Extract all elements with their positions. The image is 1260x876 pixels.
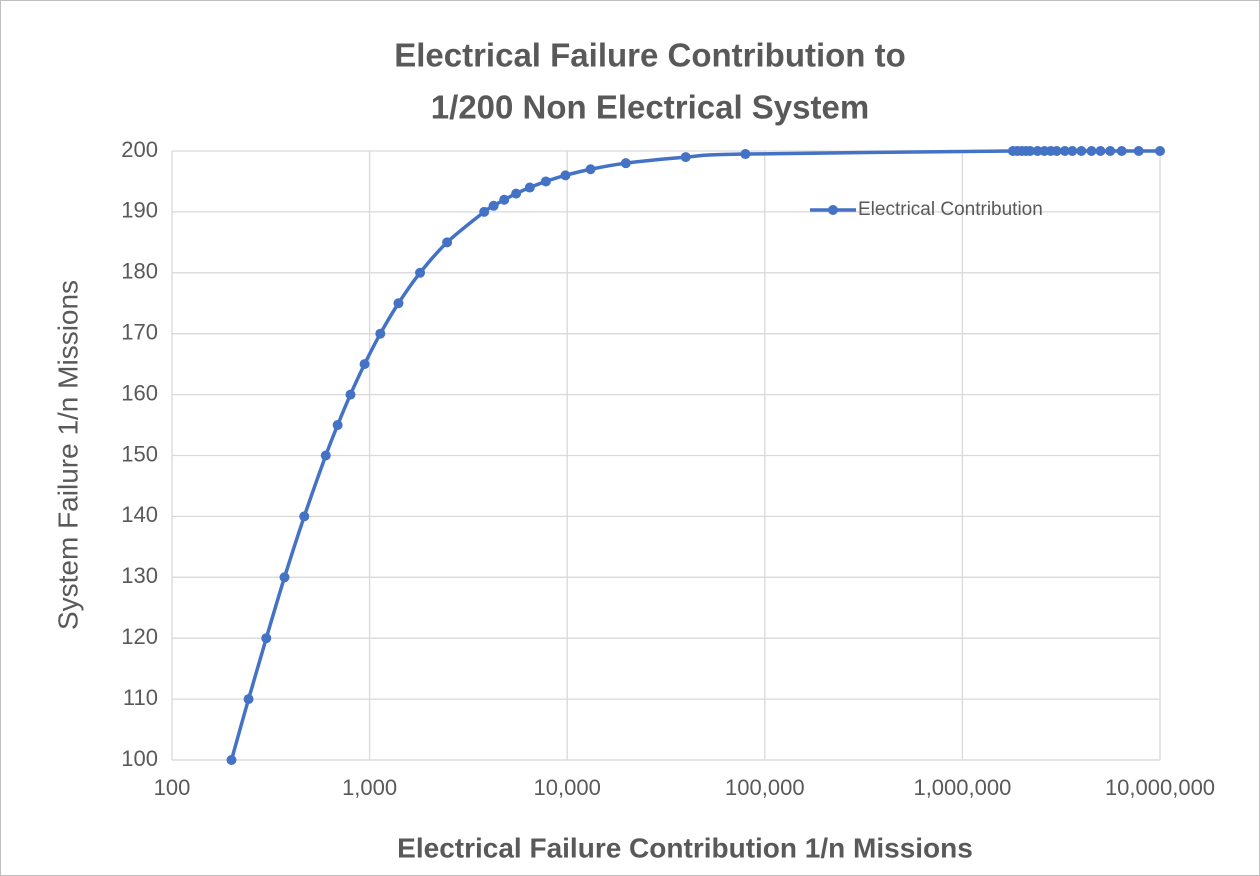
data-point [740,149,751,160]
x-tick-label: 1,000 [342,775,397,800]
data-point [1076,146,1087,156]
data-point [1025,146,1036,156]
chart-title-line1: Electrical Failure Contribution to [394,37,906,74]
y-tick-label: 170 [121,320,158,345]
data-point [345,389,356,400]
data-point [393,298,404,309]
data-point [524,182,535,193]
data-point [560,170,571,181]
data-point [1086,146,1097,156]
data-point [1095,146,1106,156]
data-point [511,188,522,199]
chart-title-line2: 1/200 Non Electrical System [431,89,869,126]
x-tick-label: 1,000,000 [913,775,1011,800]
data-point [680,152,691,163]
data-point [332,420,343,431]
y-tick-label: 140 [121,502,158,527]
data-point [415,267,426,278]
data-point [499,194,510,205]
data-point [479,206,490,217]
legend-marker [828,205,838,215]
data-point [1116,146,1127,156]
x-tick-label: 10,000 [534,775,601,800]
data-point [375,328,386,339]
data-point [279,572,290,583]
data-point [243,694,254,705]
data-point [359,359,370,370]
y-tick-label: 110 [123,685,158,710]
legend-label: Electrical Contribution [858,199,1043,220]
y-tick-label: 120 [121,624,158,649]
x-axis-title: Electrical Failure Contribution 1/n Miss… [397,832,973,863]
data-point [540,176,551,187]
data-point [488,200,499,211]
data-point [585,164,596,175]
data-point [1133,146,1144,156]
data-point [299,511,310,522]
y-tick-label: 130 [121,563,158,588]
data-point [320,450,331,461]
y-tick-label: 190 [121,198,158,223]
data-point [1105,146,1116,156]
y-tick-label: 200 [121,137,158,162]
y-axis-title: System Failure 1/n Missions [52,280,83,630]
data-point [1155,146,1165,156]
y-tick-label: 180 [121,259,158,284]
x-tick-label: 100 [154,775,191,800]
data-point [442,237,453,248]
data-point [1067,146,1078,156]
data-point [620,158,631,169]
x-tick-label: 100,000 [725,775,805,800]
y-tick-label: 150 [121,441,158,466]
y-tick-label: 100 [121,746,158,771]
data-point [226,755,237,765]
data-point [1032,146,1043,156]
data-point [1059,146,1070,156]
data-point [1051,146,1062,156]
y-tick-label: 160 [121,380,158,405]
x-tick-label: 10,000,000 [1105,775,1215,800]
data-point [261,633,272,644]
